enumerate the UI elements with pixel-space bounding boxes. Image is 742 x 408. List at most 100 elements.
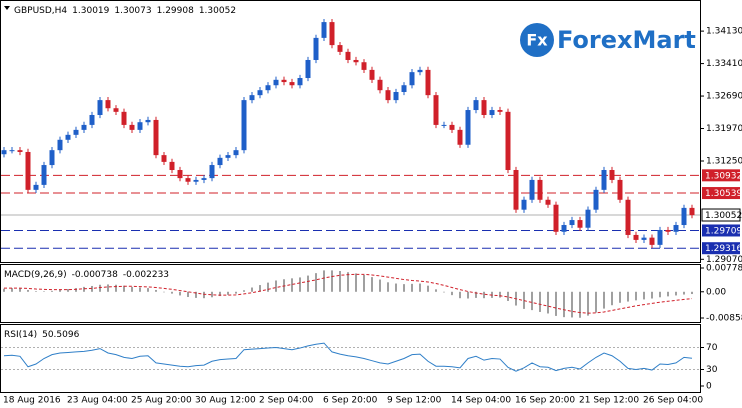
candle-body [377,79,383,91]
candle-body [105,100,111,109]
macd-histogram-bar [547,291,549,314]
macd-panel [0,264,701,323]
candle-body [417,69,423,73]
macd-histogram-bar [651,291,653,299]
candle-body [473,100,479,111]
candle-body [329,22,335,46]
y-tick-label: 1.31250 [706,156,742,166]
macd-histogram-bar [307,275,309,292]
macd-histogram-bar [219,291,221,297]
level-label-box [702,169,740,182]
macd-histogram-bar [251,287,253,292]
x-tick-label: 9 Sep 12:00 [387,396,442,406]
level-label: 1.30539 [705,189,742,199]
macd-histogram-bar [59,289,61,292]
macd-histogram-bar [363,274,365,292]
y-tick-label: 1.33410 [706,59,742,69]
x-tick-label: 26 Sep 04:00 [643,396,703,406]
logo-text: ForexMart [557,26,696,54]
candle-body [297,78,303,86]
header-value: 1.30073 [114,6,151,16]
macd-histogram-bar [507,291,509,301]
candle-body [321,22,327,38]
candle-body [361,62,367,70]
macd-histogram-bar [587,291,589,316]
macd-histogram-bar [259,285,261,292]
y-tick-label: 0.00 [706,287,726,297]
macd-histogram-bar [675,291,677,296]
macd-histogram-bar [611,291,613,306]
candle-body [649,237,655,245]
macd-histogram-bar [619,291,621,303]
candle-body [505,111,511,171]
candle-body [265,85,271,91]
candle-body [121,111,127,125]
candle-body [385,90,391,101]
y-tick-label: 0 [706,382,712,392]
logo-icon [520,23,554,57]
macd-histogram-bar [195,291,197,298]
candle-body [249,95,255,101]
y-tick-label: 1.32690 [706,92,742,102]
candle-body [257,90,263,96]
candle-body [9,150,15,152]
indicator-name: RSI(14) [4,330,37,340]
candle-body [225,155,231,158]
header-value: 1.30052 [199,6,236,16]
macd-histogram-bar [91,285,93,292]
candle-body [49,150,55,166]
macd-histogram-bar [299,277,301,292]
candle-body [137,122,143,130]
candle-body [153,119,159,156]
candle-body [241,100,247,151]
macd-histogram-bar [443,291,445,293]
candle-body [481,100,487,115]
x-tick-label: 23 Aug 04:00 [67,396,128,406]
y-tick-label: -0.00858 [706,314,742,324]
candle-body [609,170,615,180]
candle-body [393,91,399,101]
candle-body [657,229,663,245]
x-tick-label: 14 Sep 04:00 [451,396,511,406]
candle-body [665,229,671,232]
indicator-name: MACD(9,26,9) [4,270,67,280]
candle-body [625,199,631,235]
candle-body [537,179,543,200]
macd-histogram-bar [123,285,125,292]
macd-histogram-bar [339,271,341,292]
macd-histogram-bar [635,291,637,301]
macd-histogram-bar [275,280,277,292]
y-tick-label: 1.34130 [706,27,742,37]
macd-histogram-bar [3,288,5,292]
header-value: 1.29908 [157,6,194,16]
macd-histogram-bar [163,291,165,293]
level-label: 1.29709 [705,226,742,236]
macd-histogram-bar [427,285,429,292]
macd-histogram-bar [179,291,181,296]
candle-body [633,234,639,240]
macd-histogram-bar [291,278,293,292]
macd-histogram-bar [571,291,573,318]
macd-histogram-bar [371,277,373,292]
candle-body [497,110,503,112]
candle-body [345,51,351,60]
candle-body [617,179,623,200]
candle-body [561,225,567,232]
macd-histogram-bar [579,291,581,318]
candle-body [97,100,103,115]
level-label-box [702,242,740,255]
candle-body [449,124,455,130]
macd-histogram-bar [379,279,381,292]
candle-body [313,37,319,60]
macd-histogram-bar [475,291,477,298]
macd-histogram-bar [387,282,389,292]
indicator-name: GBPUSD,H4 [14,6,67,16]
level-label-box [702,187,740,200]
macd-histogram-bar [19,288,21,292]
rsi-panel [0,324,701,393]
macd-histogram-bar [99,284,101,292]
candle-body [145,119,151,123]
y-tick-label: 0.007782 [706,264,742,274]
header-value: 1.30019 [72,6,109,16]
candle-body [113,108,119,112]
